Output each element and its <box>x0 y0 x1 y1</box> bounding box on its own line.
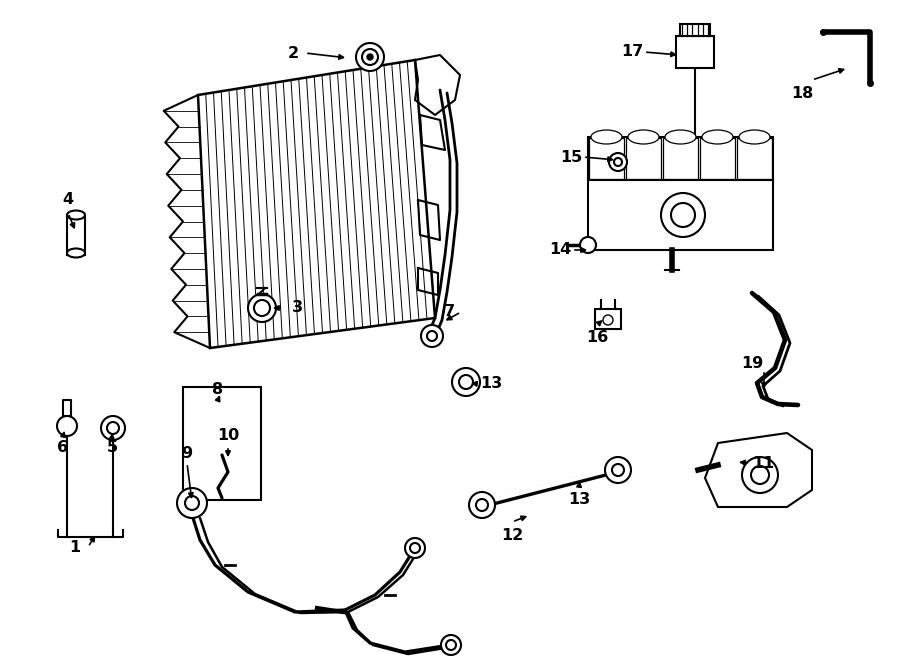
Circle shape <box>476 499 488 511</box>
Text: 15: 15 <box>560 149 582 165</box>
Circle shape <box>441 635 461 655</box>
Circle shape <box>614 158 622 166</box>
Text: 8: 8 <box>212 383 223 397</box>
Circle shape <box>609 153 627 171</box>
Text: 12: 12 <box>501 527 523 543</box>
Circle shape <box>421 325 443 347</box>
Circle shape <box>671 203 695 227</box>
Polygon shape <box>705 433 812 507</box>
Bar <box>680 24 710 36</box>
Ellipse shape <box>628 130 659 144</box>
Ellipse shape <box>67 249 85 258</box>
Ellipse shape <box>591 130 622 144</box>
Circle shape <box>185 496 199 510</box>
Circle shape <box>605 457 631 483</box>
Circle shape <box>469 492 495 518</box>
Circle shape <box>405 538 425 558</box>
Text: 11: 11 <box>752 455 774 471</box>
Text: 10: 10 <box>217 428 239 444</box>
Bar <box>67 217 85 255</box>
Text: 1: 1 <box>69 539 81 555</box>
Circle shape <box>661 193 705 237</box>
Ellipse shape <box>702 130 733 144</box>
Circle shape <box>580 237 596 253</box>
Polygon shape <box>198 60 435 348</box>
Circle shape <box>248 294 276 322</box>
Circle shape <box>362 49 378 65</box>
Text: 13: 13 <box>568 492 590 508</box>
Ellipse shape <box>67 210 85 219</box>
Text: 3: 3 <box>292 301 302 315</box>
Circle shape <box>410 543 420 553</box>
Circle shape <box>254 300 270 316</box>
Circle shape <box>452 368 480 396</box>
Text: 17: 17 <box>621 44 644 59</box>
Text: 7: 7 <box>444 305 454 319</box>
Circle shape <box>446 640 456 650</box>
Text: 6: 6 <box>58 440 68 455</box>
Circle shape <box>612 464 624 476</box>
Circle shape <box>742 457 778 493</box>
Ellipse shape <box>739 130 770 144</box>
Text: 14: 14 <box>549 243 572 258</box>
Text: 19: 19 <box>741 356 763 371</box>
Text: 4: 4 <box>62 192 74 208</box>
Circle shape <box>177 488 207 518</box>
Text: 18: 18 <box>791 85 813 100</box>
Bar <box>595 309 621 329</box>
Circle shape <box>107 422 119 434</box>
Circle shape <box>57 416 77 436</box>
Text: 2: 2 <box>287 46 299 61</box>
Ellipse shape <box>665 130 696 144</box>
Text: 9: 9 <box>182 446 193 461</box>
Polygon shape <box>588 137 773 250</box>
Circle shape <box>367 54 373 60</box>
Circle shape <box>427 331 437 341</box>
Circle shape <box>356 43 384 71</box>
Bar <box>676 36 714 68</box>
Text: 5: 5 <box>106 440 118 455</box>
Circle shape <box>751 466 769 484</box>
Circle shape <box>459 375 473 389</box>
Text: 16: 16 <box>586 330 608 346</box>
Circle shape <box>101 416 125 440</box>
Circle shape <box>603 315 613 325</box>
Bar <box>183 387 261 500</box>
Text: 13: 13 <box>480 377 502 391</box>
